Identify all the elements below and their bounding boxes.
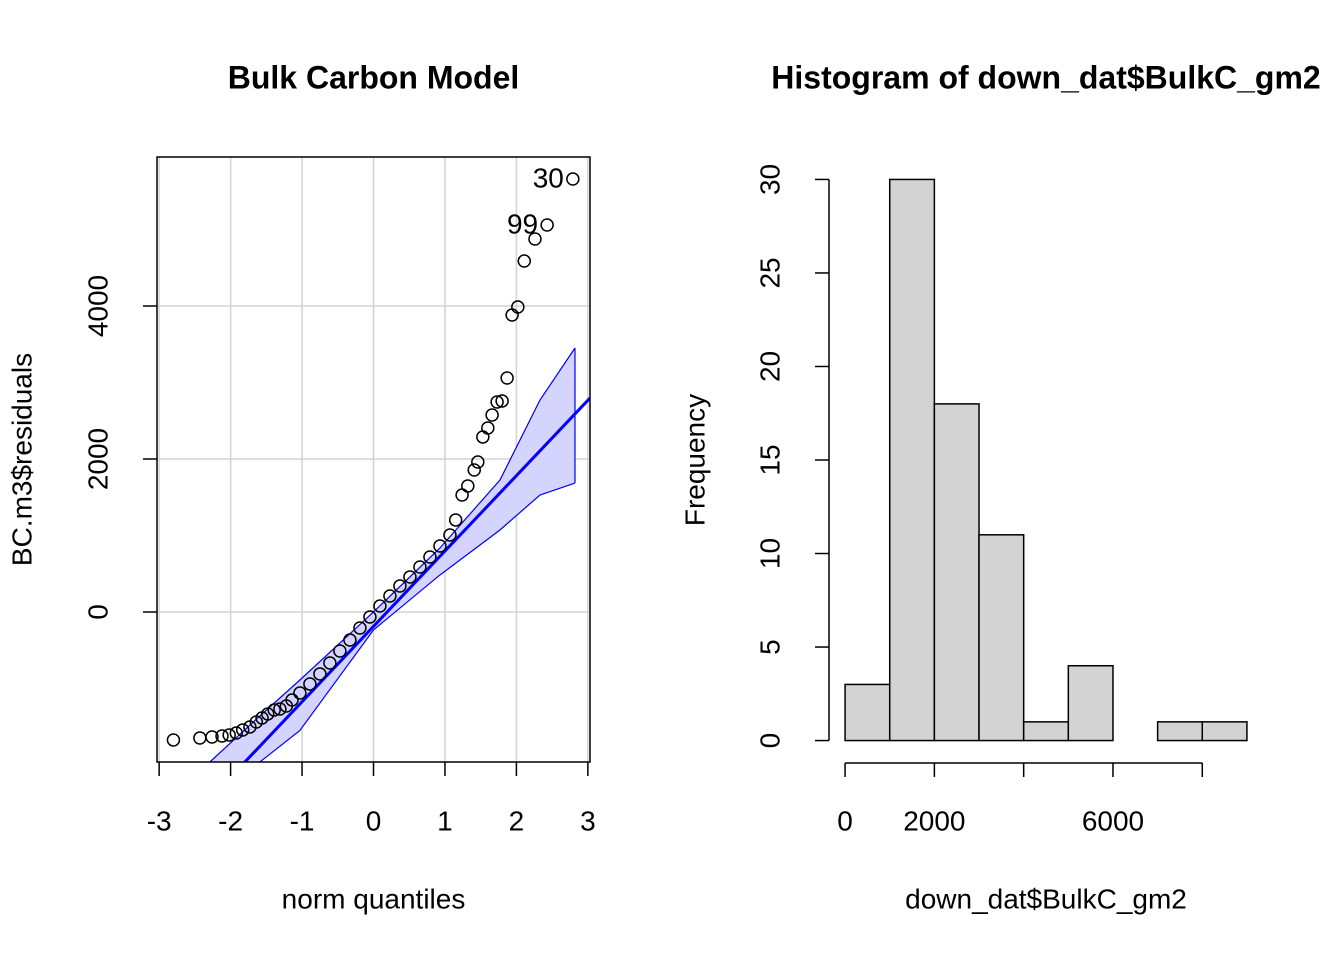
band-lower <box>259 482 576 762</box>
point <box>373 599 387 613</box>
y-axis-title: Frequency <box>679 394 710 526</box>
point <box>235 723 250 737</box>
point <box>490 395 504 409</box>
point-label: 99 <box>507 208 538 239</box>
point <box>285 693 299 707</box>
point <box>485 408 499 422</box>
point <box>423 550 437 564</box>
point <box>193 731 207 745</box>
point <box>403 570 417 584</box>
x-tick-label: 2000 <box>903 805 965 836</box>
point <box>500 371 514 385</box>
bar <box>1067 664 1114 742</box>
y-tick-label: 30 <box>754 164 785 195</box>
x-axis-title: norm quantiles <box>282 883 466 914</box>
y-axis-title: BC.m3$residuals <box>6 353 37 566</box>
x-tick-label: 3 <box>580 805 596 836</box>
chart-title: Histogram of down_dat$BulkC_gm2 <box>771 59 1320 95</box>
y-tick-label: 2000 <box>82 428 113 490</box>
point <box>511 300 525 314</box>
point <box>455 488 469 502</box>
point <box>205 730 219 744</box>
point <box>383 589 397 603</box>
point-label: 30 <box>533 162 564 193</box>
point <box>528 232 542 246</box>
y-tick-label: 10 <box>754 538 785 569</box>
point <box>393 579 407 593</box>
point <box>267 703 281 717</box>
band-upper <box>209 347 576 762</box>
point <box>215 729 229 743</box>
y-tick-label: 5 <box>754 639 785 655</box>
bar <box>933 403 980 742</box>
point <box>273 702 287 716</box>
point <box>540 218 554 232</box>
point <box>461 479 475 493</box>
bar <box>978 534 1025 742</box>
point <box>363 610 377 624</box>
point <box>566 172 580 186</box>
x-tick-label: 0 <box>366 805 382 836</box>
x-tick-label: 2 <box>509 805 525 836</box>
x-tick-label: 1 <box>437 805 453 836</box>
point <box>471 455 485 469</box>
x-tick-label: 0 <box>837 805 853 836</box>
point <box>433 539 447 553</box>
y-tick-label: 0 <box>82 604 113 620</box>
chart-title: Bulk Carbon Model <box>228 59 520 95</box>
x-tick-label: 6000 <box>1082 805 1144 836</box>
point <box>313 667 327 681</box>
bar <box>1156 721 1204 742</box>
point <box>303 677 317 691</box>
point <box>333 644 347 658</box>
point <box>476 430 490 444</box>
bar <box>888 178 936 742</box>
bar <box>1022 721 1070 742</box>
x-tick-label: -2 <box>218 805 243 836</box>
point <box>323 656 337 670</box>
point <box>448 513 463 527</box>
point <box>293 686 307 700</box>
point <box>517 254 532 268</box>
point <box>443 528 457 542</box>
point <box>413 560 427 574</box>
y-tick-label: 20 <box>754 351 785 382</box>
point <box>481 421 495 435</box>
point <box>222 728 236 742</box>
point <box>495 394 509 408</box>
point <box>467 463 481 477</box>
x-tick-label: -3 <box>147 805 172 836</box>
plot-area <box>209 347 590 762</box>
bar <box>844 683 891 742</box>
reference-line <box>242 397 590 762</box>
bar <box>1201 721 1248 742</box>
y-tick-label: 4000 <box>82 275 113 337</box>
point <box>229 726 244 740</box>
point <box>166 733 181 747</box>
x-tick-label: -1 <box>290 805 315 836</box>
x-axis-title: down_dat$BulkC_gm2 <box>905 883 1187 914</box>
point <box>343 633 357 647</box>
y-tick-label: 15 <box>754 444 785 475</box>
point <box>353 621 367 635</box>
y-tick-label: 25 <box>754 257 785 288</box>
y-tick-label: 0 <box>754 733 785 749</box>
